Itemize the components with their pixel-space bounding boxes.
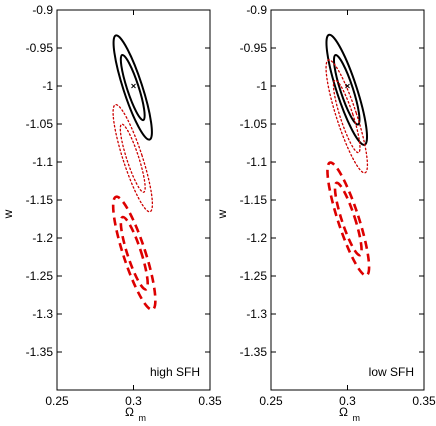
panel-1-contour-dotted-outer (112, 103, 154, 213)
panel-2-y-tick-label: -1.15 (240, 193, 268, 207)
panel-1-x-tick-label: 0.3 (125, 394, 142, 408)
panel-1-y-tick-label: -1.15 (26, 193, 54, 207)
panel-1-y-tick-label: -1.35 (26, 345, 54, 359)
panel-1-fiducial-marker (131, 83, 136, 89)
panel-1-contour-dashed-inner (119, 215, 150, 291)
panel-1: 0.25 0.3 0.35 -0.9 -0.95 -1 -1.05 -1.1 -1.15 -1.2… (1, 3, 222, 423)
panel-1-y-tick-label: -0.9 (32, 3, 53, 17)
panel-2-y-tick-label: -1 (256, 79, 267, 93)
panel-1-y-tick-label: -1.05 (26, 117, 54, 131)
panel-2-contour-dotted-inner (332, 79, 361, 154)
panel-2-label: low SFH (369, 365, 414, 379)
panel-2-x-tick-label: 0.25 (259, 394, 283, 408)
panel-1-axes-frame (56, 9, 211, 391)
panel-1-x-axis-subscript: m (139, 413, 147, 423)
panel-2-contour-dotted-outer (325, 59, 369, 174)
panel-2-y-tick-label: -0.9 (246, 3, 267, 17)
panel-1-contour-dotted-inner (119, 123, 146, 193)
panel-2-y-tick-label: -1.3 (246, 307, 267, 321)
panel-1-y-tick-label: -1.25 (26, 269, 54, 283)
panel-2-y-tick-label: -1.1 (246, 155, 267, 169)
panel-2-x-axis-title: Ω (339, 405, 348, 419)
panel-1-x-tick-label: 0.25 (45, 394, 69, 408)
panel-2-contour-solid-inner (332, 54, 361, 126)
panel-2-x-tick-label: 0.3 (339, 394, 356, 408)
panel-2-x-axis-subscript: m (353, 413, 361, 423)
panel-1-contour-solid-inner (119, 53, 146, 122)
panel-1-y-tick-label: -1 (42, 79, 53, 93)
panel-2-y-tick-label: -1.25 (240, 269, 268, 283)
panel-1-y-tick-label: -0.95 (26, 41, 54, 55)
panel-2: 0.25 0.3 0.35 -0.9 -0.95 -1 -1.05 -1.1 -1.15 -1.2… (215, 3, 436, 423)
panel-1-x-axis-title: Ω (125, 405, 134, 419)
panel-1-y-tick-label: -1.3 (32, 307, 53, 321)
panel-1-x-tick-label: 0.35 (198, 394, 222, 408)
panel-1-y-axis-title: w (1, 209, 15, 219)
panel-1-contour-dashed-outer (111, 195, 157, 311)
panel-2-y-axis-title: w (215, 209, 229, 219)
panel-2-y-tick-label: -1.2 (246, 231, 267, 245)
panel-2-y-tick-label: -0.95 (240, 41, 268, 55)
panel-2-contour-dashed-inner (333, 181, 363, 257)
panel-2-y-tick-label: -1.35 (240, 345, 268, 359)
panel-2-axes-frame (270, 9, 425, 391)
panel-1-contour-solid-outer (112, 34, 153, 141)
panel-1-label: high SFH (150, 365, 200, 379)
panel-2-contour-dashed-outer (326, 161, 371, 277)
panel-1-y-tick-label: -1.1 (32, 155, 53, 169)
panel-1-y-tick-label: -1.2 (32, 231, 53, 245)
panel-2-y-tick-label: -1.05 (240, 117, 268, 131)
panel-2-x-tick-label: 0.35 (412, 394, 436, 408)
panel-2-fiducial-marker (345, 83, 350, 89)
